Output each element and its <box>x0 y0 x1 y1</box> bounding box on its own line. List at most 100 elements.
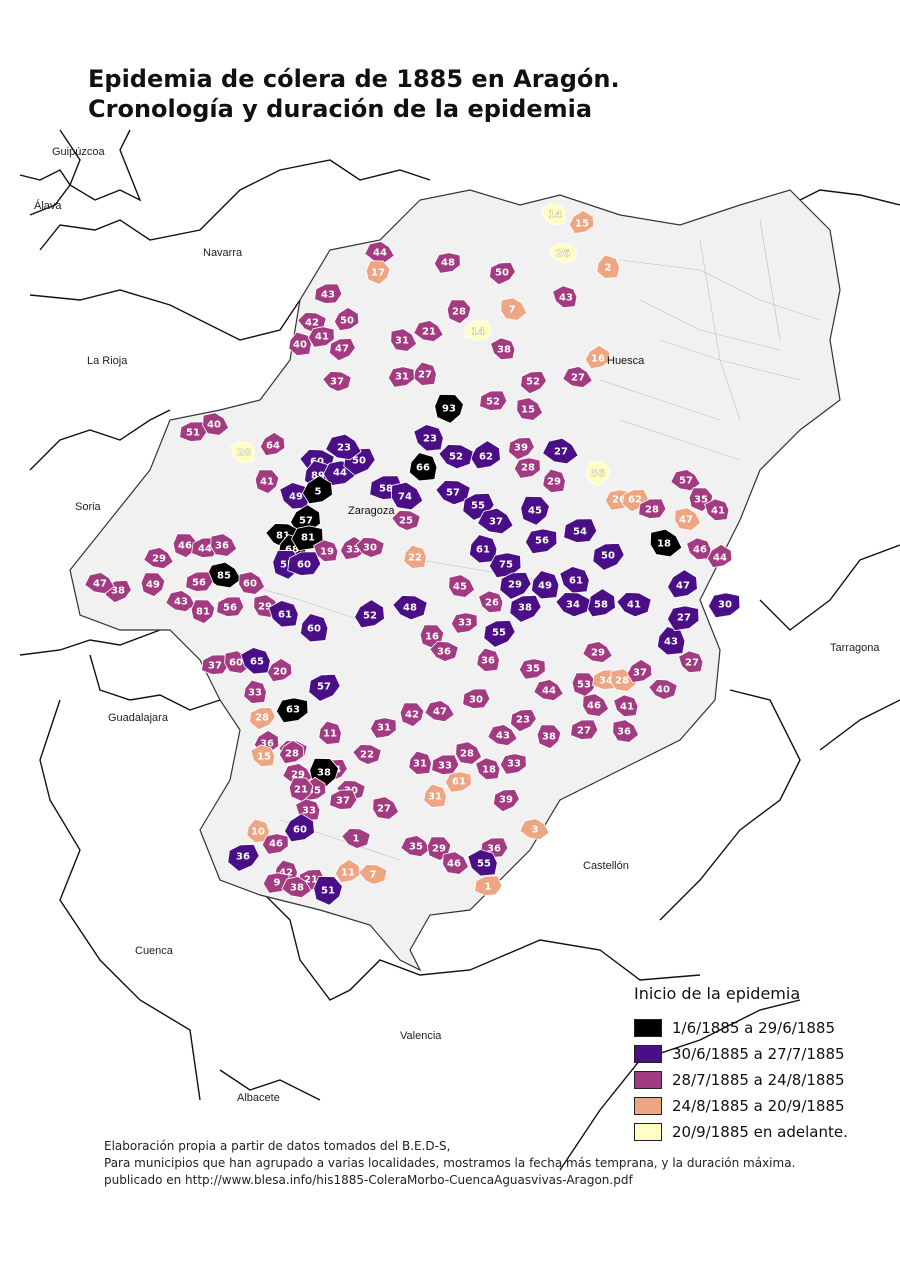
district-label: 48 <box>403 603 417 614</box>
district-label: 57 <box>679 476 693 487</box>
district-label: 60 <box>243 579 257 590</box>
district-shape <box>259 431 286 457</box>
district-label: 57 <box>446 488 460 499</box>
district-shape <box>302 475 333 505</box>
district-shape <box>542 437 579 465</box>
district-label: 50 <box>352 456 366 467</box>
district-shape <box>403 544 427 569</box>
district-shape <box>250 744 276 768</box>
district-label: 39 <box>499 795 513 806</box>
district-label: 15 <box>521 405 535 416</box>
legend-swatch-cream <box>634 1123 662 1141</box>
district-shape <box>84 572 115 595</box>
district-label: 21 <box>304 875 318 886</box>
district-label: 75 <box>499 560 513 571</box>
district-label: 44 <box>198 544 212 555</box>
district-shape <box>510 709 537 733</box>
district-label: 31 <box>377 723 391 734</box>
district-shape <box>246 818 270 843</box>
district-label: 48 <box>441 258 455 269</box>
district-label: 1 <box>485 882 492 893</box>
district-shape <box>530 570 560 600</box>
legend-label: 30/6/1885 a 27/7/1885 <box>672 1045 845 1063</box>
district-label: 11 <box>323 729 337 740</box>
district-label: 36 <box>617 727 631 738</box>
district-shape <box>656 626 686 656</box>
district-shape <box>674 507 702 531</box>
district-shape <box>268 600 299 628</box>
district-shape <box>334 858 361 884</box>
district-label: 31 <box>428 792 442 803</box>
district-label: 45 <box>528 506 542 517</box>
legend-label: 1/6/1885 a 29/6/1885 <box>672 1019 836 1037</box>
district-shape <box>318 720 342 745</box>
region-label-tarragona: Tarragona <box>830 642 880 654</box>
district-shape <box>467 849 498 877</box>
district-shape <box>706 543 733 569</box>
district-shape <box>489 262 516 286</box>
district-label: 49 <box>146 580 160 591</box>
district-label: 43 <box>664 637 678 648</box>
district-label: 29 <box>547 477 561 488</box>
district-shape <box>372 796 400 820</box>
region-label-navarra: Navarra <box>203 247 243 259</box>
district-label: 52 <box>526 377 540 388</box>
district-label: 35 <box>409 842 423 853</box>
district-label: 21 <box>294 785 308 796</box>
district-label: 36 <box>437 647 451 658</box>
district-shape <box>413 320 444 343</box>
district-label: 81 <box>196 607 210 618</box>
district-label: 19 <box>320 547 334 558</box>
district-shape <box>341 828 371 849</box>
district-shape <box>490 337 516 361</box>
district-label: 36 <box>487 844 501 855</box>
district-shape <box>429 641 459 662</box>
district-shape <box>555 592 591 618</box>
district-label: 57 <box>299 516 313 527</box>
district-label: 36 <box>215 541 229 552</box>
district-shape <box>541 202 567 226</box>
district-label: 49 <box>289 492 303 503</box>
district-label: 62 <box>479 452 493 463</box>
district-shape <box>649 528 683 558</box>
district-label: 56 <box>591 469 605 480</box>
title-line-2: Cronología y duración de la epidemia <box>88 95 593 123</box>
town-label-huesca: Huesca <box>607 355 645 367</box>
district-label: 5 <box>315 487 322 498</box>
district-shape <box>433 252 461 274</box>
district-label: 25 <box>399 516 413 527</box>
district-label: 33 <box>248 688 262 699</box>
district-shape <box>704 498 730 522</box>
district-label: 41 <box>315 332 329 343</box>
region-label-alava: Álava <box>34 200 62 212</box>
district-shape <box>365 260 391 286</box>
district-label: 56 <box>223 603 237 614</box>
district-label: 85 <box>217 571 231 582</box>
district-label: 16 <box>425 632 439 643</box>
region-label-cuenca: Cuenca <box>135 945 173 957</box>
district-shape <box>390 481 424 511</box>
district-label: 52 <box>486 397 500 408</box>
district-label: 55 <box>471 501 485 512</box>
district-shape <box>582 641 613 664</box>
district-label: 46 <box>178 541 192 552</box>
region-label-guipuzcoa: Guipúzcoa <box>52 146 105 158</box>
map-title: Epidemia de cólera de 1885 en Aragón. Cr… <box>88 64 620 124</box>
district-label: 56 <box>192 578 206 589</box>
district-shape <box>499 571 532 600</box>
legend-item: 24/8/1885 a 20/9/1885 <box>634 1093 848 1119</box>
district-shape <box>352 744 382 765</box>
legend-item: 30/6/1885 a 27/7/1885 <box>634 1041 848 1067</box>
district-shape <box>400 835 431 858</box>
district-shape <box>190 599 216 625</box>
district-shape <box>479 390 508 411</box>
district-shape <box>227 843 260 872</box>
district-shape <box>520 371 547 395</box>
district-label: 14 <box>548 210 562 221</box>
district-label: 46 <box>693 545 707 556</box>
region-label-la-rioja: La Rioja <box>87 355 128 367</box>
district-shape <box>281 876 312 899</box>
legend-item: 20/9/1885 en adelante. <box>634 1119 848 1145</box>
district-label: 29 <box>591 648 605 659</box>
